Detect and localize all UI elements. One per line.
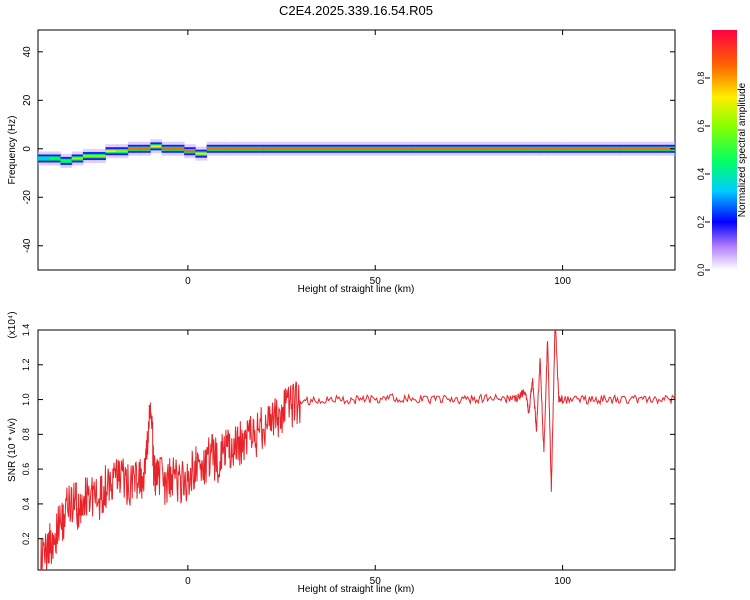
- ridge-core: [562, 147, 620, 150]
- spectrogram-panel: 0 50 100 -40 -20 0 20 40 Height of straight lin…: [7, 29, 676, 295]
- ridge-core: [618, 147, 675, 150]
- ridge-core: [337, 147, 414, 150]
- ridge-core: [547, 147, 564, 150]
- spectrogram-ytick-label: 40: [22, 46, 33, 58]
- snr-ytick-label: 1.4: [21, 324, 31, 337]
- ridge-core: [49, 157, 61, 160]
- snr-multiplier: (x10⁴): [7, 311, 18, 338]
- ridge-core: [184, 150, 196, 153]
- spectrogram-ytick-label: 0: [22, 146, 33, 152]
- snr-ytick-label: 0.6: [21, 463, 31, 476]
- spectrogram-ytick-label: -40: [22, 238, 33, 253]
- snr-line: [40, 330, 675, 570]
- snr-ytick-label: 1.0: [21, 393, 31, 406]
- ridge-core: [195, 152, 208, 155]
- ridge-core: [172, 147, 185, 150]
- ridge-core: [540, 147, 549, 150]
- ridge-core: [262, 147, 339, 150]
- spectrogram-xlabel: Height of straight line (km): [298, 284, 415, 295]
- spectrogram-ridge: [38, 139, 675, 168]
- snr-xtick-label: 50: [370, 576, 382, 587]
- colorbar-tick-label: 0.6: [696, 120, 706, 133]
- snr-xtick-label: 0: [185, 576, 191, 587]
- ridge-core: [150, 145, 163, 148]
- ridge-core: [60, 159, 73, 162]
- colorbar-label: Normalized spectral amplitude: [737, 82, 748, 217]
- snr-axes: 0 50 100 0.2 0.4 0.6 0.8 1.0 1.2 1.4: [21, 324, 675, 587]
- snr-frame: [37, 329, 676, 571]
- colorbar-gradient: [712, 30, 737, 270]
- ridge-core: [139, 147, 151, 150]
- snr-ytick-label: 0.2: [21, 532, 31, 545]
- snr-ylabel: SNR (10 * v/v): [7, 418, 18, 482]
- colorbar-tick-label: 0.0: [696, 264, 706, 277]
- ridge-core: [412, 147, 489, 150]
- snr-xtick-label: 100: [554, 576, 571, 587]
- ridge-core: [94, 155, 106, 158]
- spectrogram-xtick-label: 100: [554, 276, 571, 287]
- ridge-core: [82, 155, 95, 158]
- ridge-core: [116, 150, 129, 153]
- colorbar-tick-label: 0.4: [696, 168, 706, 181]
- ridge-core: [105, 150, 118, 153]
- colorbar-ticks: 0.0 0.2 0.4 0.6 0.8: [696, 72, 710, 277]
- ridge-core: [206, 147, 226, 150]
- ridge-core: [127, 147, 140, 150]
- colorbar-tick-label: 0.8: [696, 72, 706, 85]
- spectrogram-axes: 0 50 100 -40 -20 0 20 40: [22, 30, 675, 287]
- spectrogram-xtick-label: 50: [370, 276, 382, 287]
- snr-ytick-label: 0.4: [21, 498, 31, 511]
- colorbar-tick-label: 0.2: [696, 216, 706, 229]
- snr-panel: 0 50 100 0.2 0.4 0.6 0.8 1.0 1.2 1.4 Height of st…: [7, 311, 676, 595]
- snr-xlabel: Height of straight line (km): [298, 584, 415, 595]
- ridge-core: [487, 147, 526, 150]
- figure-title: C2E4.2025.339.16.54.R05: [279, 3, 433, 18]
- snr-ytick-label: 0.8: [21, 428, 31, 441]
- colorbar: 0.0 0.2 0.4 0.6 0.8 Normalized spectral ampl…: [696, 30, 748, 276]
- ridge-core: [525, 147, 541, 150]
- ridge-core: [161, 147, 174, 150]
- spectrogram-ytick-label: -20: [22, 190, 33, 205]
- snr-ytick-label: 1.2: [21, 359, 31, 372]
- ridge-core: [38, 157, 50, 160]
- spectrogram-xtick-label: 0: [185, 276, 191, 287]
- spectrogram-ylabel: Frequency (Hz): [7, 116, 18, 185]
- ridge-core: [71, 157, 84, 160]
- snr-series: [40, 330, 675, 570]
- spectrogram-ytick-label: 20: [22, 94, 33, 106]
- ridge-core: [225, 147, 264, 150]
